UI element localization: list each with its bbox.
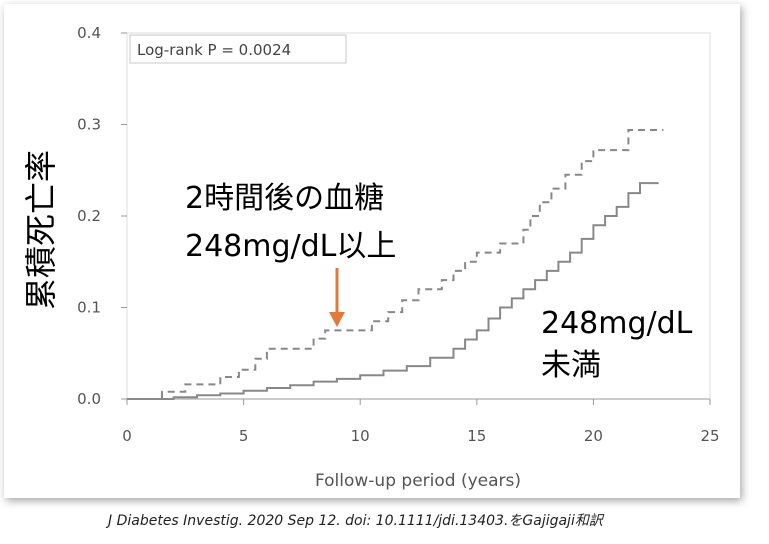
series-line-1 <box>127 129 664 400</box>
orange-arrow <box>329 268 345 327</box>
y-tick-label: 0.0 <box>77 390 101 408</box>
x-tick-label: 20 <box>584 427 603 445</box>
y-tick-label: 0.2 <box>77 207 101 225</box>
km-chart: 0 5 10 15 20 25 0.0 0.1 0.2 0.3 0.4 Follow-up peri… <box>22 24 720 491</box>
chart-frame: 0 5 10 15 20 25 0.0 0.1 0.2 0.3 0.4 Follow-up peri… <box>4 4 740 498</box>
y-axis-title: 累積死亡率 <box>22 150 60 310</box>
log-rank-annotation: Log-rank P = 0.0024 <box>137 41 291 59</box>
tick-labels: 0 5 10 15 20 25 0.0 0.1 0.2 0.3 0.4 <box>77 24 719 445</box>
y-tick-label: 0.3 <box>77 116 101 134</box>
y-tick-label: 0.4 <box>77 24 101 42</box>
plot-border <box>126 32 711 400</box>
series-line-2 <box>127 182 659 400</box>
series-2-label-line2: 未満 <box>541 348 601 383</box>
citation: J Diabetes Investig. 2020 Sep 12. doi: 1… <box>108 513 603 529</box>
series-1-label-line1: 2時間後の血糖 <box>185 181 384 216</box>
x-tick-label: 5 <box>239 427 249 445</box>
series-2-label: 248mg/dL 未満 <box>541 306 693 383</box>
x-axis-title: Follow-up period (years) <box>315 471 521 491</box>
plot-area <box>126 32 711 400</box>
x-tick-label: 0 <box>122 427 132 445</box>
x-tick-label: 25 <box>700 427 719 445</box>
x-tick-label: 10 <box>351 427 370 445</box>
series-2-label-line1: 248mg/dL <box>541 306 693 341</box>
series-1-label: 2時間後の血糖 248mg/dL以上 <box>185 181 396 264</box>
series-1-label-line2: 248mg/dL以上 <box>185 229 396 264</box>
legend-box: Log-rank P = 0.0024 <box>129 34 347 64</box>
x-tick-label: 15 <box>467 427 486 445</box>
y-tick-label: 0.1 <box>77 299 101 317</box>
